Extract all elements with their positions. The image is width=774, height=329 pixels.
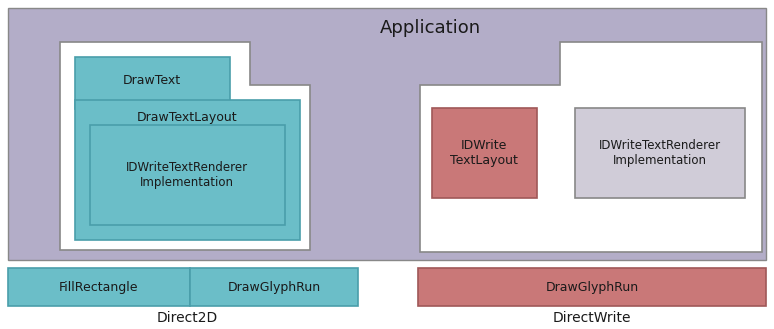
Text: DrawTextLayout: DrawTextLayout <box>137 111 238 123</box>
Text: DirectWrite: DirectWrite <box>553 311 632 325</box>
Polygon shape <box>60 42 310 250</box>
Bar <box>75 100 300 240</box>
Bar <box>190 268 358 306</box>
Text: Direct2D: Direct2D <box>156 311 217 325</box>
Text: DrawGlyphRun: DrawGlyphRun <box>546 281 639 293</box>
Text: IDWriteTextRenderer
Implementation: IDWriteTextRenderer Implementation <box>599 139 721 167</box>
Text: DrawText: DrawText <box>123 73 181 87</box>
Bar <box>418 268 766 306</box>
Bar <box>8 8 766 260</box>
Text: IDWriteTextRenderer
Implementation: IDWriteTextRenderer Implementation <box>126 161 248 189</box>
Bar <box>575 108 745 198</box>
Text: Application: Application <box>379 19 481 37</box>
Bar <box>8 268 190 306</box>
Polygon shape <box>420 42 762 252</box>
Text: FillRectangle: FillRectangle <box>60 281 139 293</box>
Bar <box>432 108 537 198</box>
Text: DrawGlyphRun: DrawGlyphRun <box>228 281 320 293</box>
Text: IDWrite
TextLayout: IDWrite TextLayout <box>450 139 518 167</box>
Bar <box>90 125 285 225</box>
Bar <box>75 57 230 109</box>
